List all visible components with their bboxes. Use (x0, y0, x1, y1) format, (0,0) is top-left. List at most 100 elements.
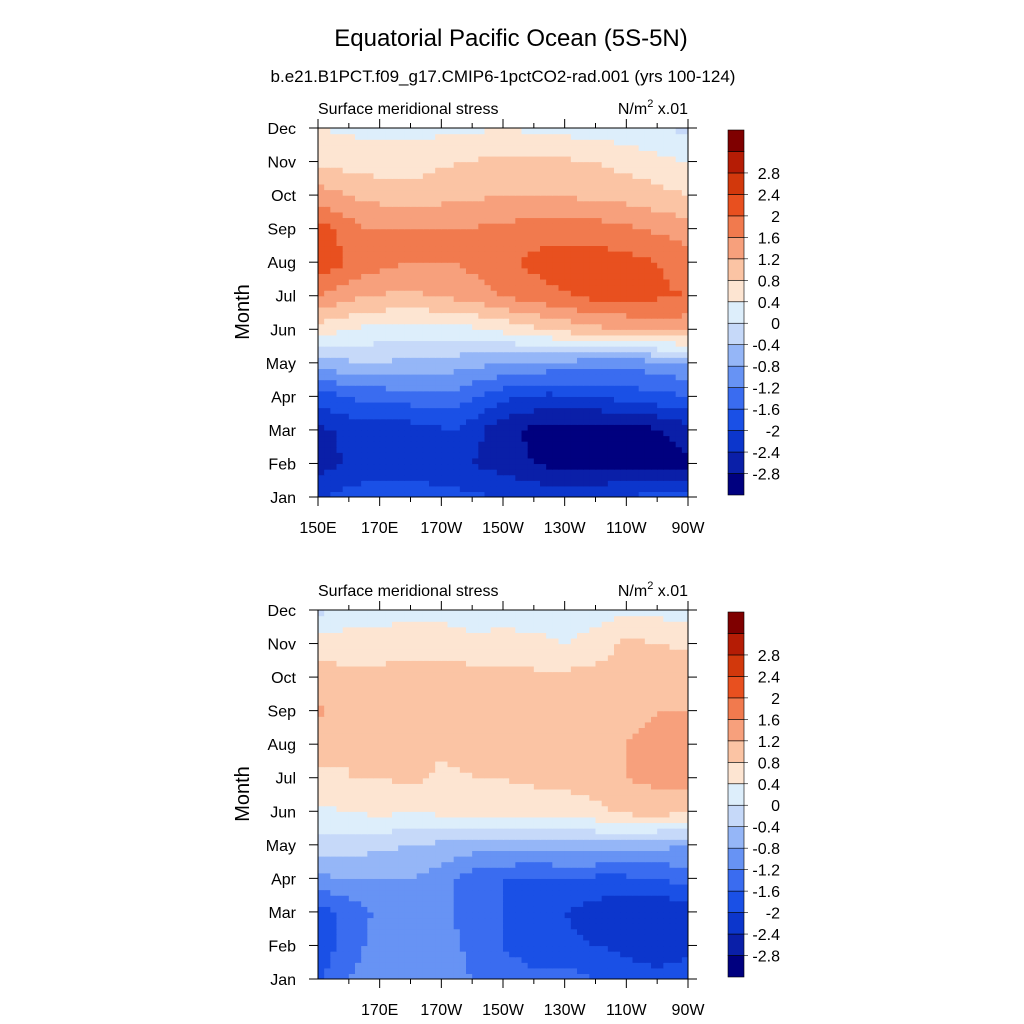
heatmap-cell (644, 301, 652, 308)
heatmap-cell (521, 273, 529, 280)
heatmap-cell (355, 446, 362, 453)
heatmap-cell (509, 144, 516, 151)
heatmap-cell (330, 273, 338, 280)
heatmap-cell (546, 401, 553, 409)
heatmap-cell (564, 301, 572, 308)
heatmap-cell (429, 178, 436, 185)
heatmap-cell (583, 239, 590, 247)
heatmap-cell (336, 357, 344, 364)
heatmap-cell (342, 312, 350, 319)
heatmap-cell (318, 295, 325, 302)
heatmap-cell (632, 262, 640, 269)
heatmap-cell (478, 413, 486, 420)
heatmap-cell (669, 206, 677, 213)
heatmap-cell (318, 939, 325, 947)
heatmap-cell (355, 329, 362, 336)
heatmap-cell (651, 973, 658, 979)
heatmap-cell (521, 374, 529, 381)
heatmap-cell (546, 340, 553, 347)
heatmap-cell (533, 128, 541, 135)
heatmap-cell (638, 900, 646, 907)
heatmap-cell (484, 284, 492, 291)
heatmap-cell (614, 290, 621, 297)
heatmap-cell (318, 457, 325, 465)
panel-ers: Surface meridional stress N/m2 x.01 Mont… (232, 580, 780, 1019)
heatmap-cell (669, 895, 677, 902)
heatmap-cell (367, 256, 375, 263)
heatmap-cell (453, 245, 461, 252)
heatmap-cell (515, 407, 523, 414)
heatmap-cell (459, 211, 467, 219)
heatmap-cell (342, 934, 350, 941)
heatmap-cell (355, 144, 362, 151)
heatmap-cell (533, 911, 541, 919)
heatmap-cell (484, 351, 492, 358)
colorbar-label: -1.6 (752, 402, 780, 419)
heatmap-cell (515, 234, 523, 241)
heatmap-cell (570, 223, 578, 230)
heatmap-cell (675, 485, 683, 493)
heatmap-cell (675, 911, 683, 919)
heatmap-cell (681, 301, 688, 308)
heatmap-cell (515, 301, 523, 308)
heatmap-cell (373, 480, 381, 487)
heatmap-cell (472, 424, 479, 431)
heatmap-cell (558, 934, 566, 941)
heatmap-cell (503, 962, 510, 969)
heatmap-cell (459, 290, 467, 297)
heatmap-cell (527, 895, 535, 902)
heatmap-cell (589, 161, 597, 168)
heatmap-cell (626, 144, 634, 151)
heatmap-cell (472, 290, 479, 297)
heatmap-cell (379, 374, 387, 381)
heatmap-cell (342, 413, 350, 420)
heatmap-cell (422, 911, 430, 919)
heatmap-cell (435, 323, 442, 330)
heatmap-cell (552, 900, 560, 907)
heatmap-cell (472, 452, 479, 459)
heatmap-cell (373, 923, 381, 930)
heatmap-cell (410, 446, 418, 453)
heatmap-cell (490, 295, 498, 302)
heatmap-cell (669, 435, 677, 442)
heatmap-cell (435, 262, 442, 269)
heatmap-cell (533, 407, 541, 414)
heatmap-cell (577, 290, 584, 297)
heatmap-cell (515, 251, 523, 258)
heatmap-cell (527, 474, 535, 481)
heatmap-cell (453, 172, 461, 179)
heatmap-cell (663, 217, 671, 224)
heatmap-cell (614, 956, 621, 963)
heatmap-cell (367, 239, 375, 247)
heatmap-cell (330, 463, 338, 470)
heatmap-cell (441, 446, 449, 453)
heatmap-cell (626, 295, 634, 302)
heatmap-cell (515, 284, 523, 291)
heatmap-cell (546, 967, 553, 975)
heatmap-cell (336, 385, 344, 392)
heatmap-cell (601, 284, 609, 291)
heatmap-cell (601, 273, 609, 280)
heatmap-cell (607, 973, 615, 979)
heatmap-cell (392, 939, 399, 947)
heatmap-cell (583, 390, 590, 397)
heatmap-cell (651, 463, 658, 470)
heatmap-cell (416, 133, 424, 140)
heatmap-cell (330, 374, 338, 381)
heatmap-cell (577, 895, 584, 902)
heatmap-cell (379, 228, 387, 235)
heatmap-cell (348, 917, 356, 924)
heatmap-cell (484, 474, 492, 481)
heatmap-cell (490, 463, 498, 470)
heatmap-cell (355, 150, 362, 157)
heatmap-cell (607, 357, 615, 364)
heatmap-cell (441, 267, 449, 274)
heatmap-cell (509, 155, 516, 163)
heatmap-cell (638, 435, 646, 442)
heatmap-cell (435, 290, 442, 297)
heatmap-cell (348, 262, 356, 269)
heatmap-cell (669, 284, 677, 291)
heatmap-cell (410, 318, 418, 325)
heatmap-cell (330, 251, 338, 258)
heatmap-cell (392, 362, 399, 370)
